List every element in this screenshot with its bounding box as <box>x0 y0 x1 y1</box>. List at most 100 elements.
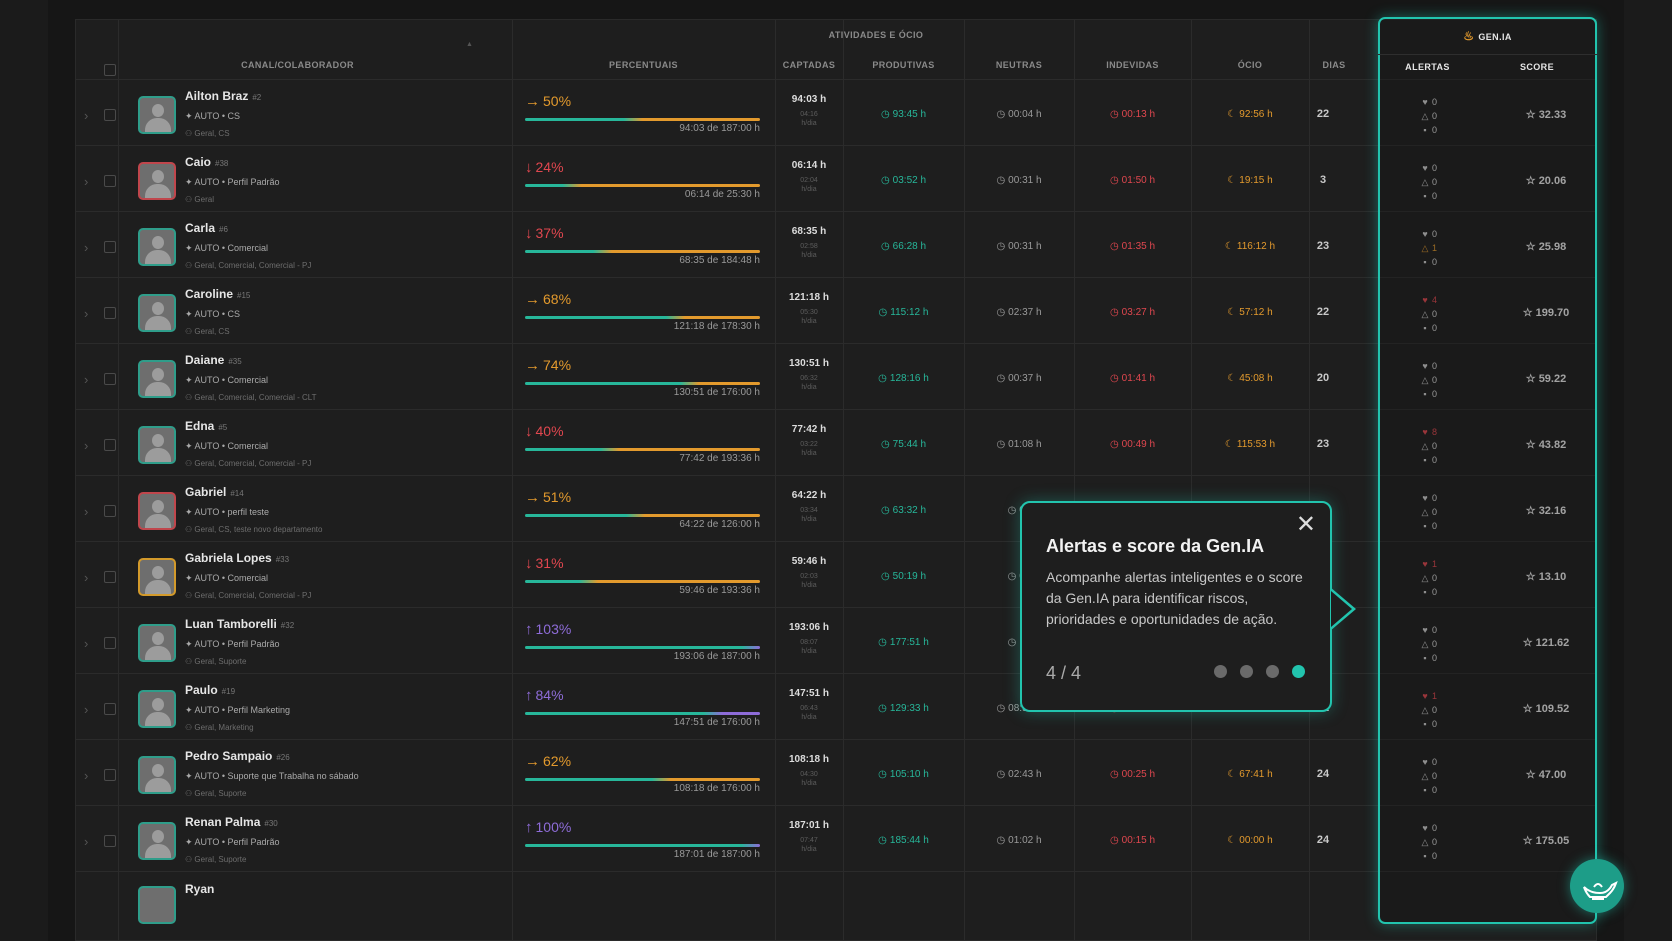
lock-count: 0 <box>1432 389 1438 399</box>
collaborator-name[interactable]: Renan Palma #30 <box>185 815 278 829</box>
trend-up-icon: ↑ <box>525 687 533 704</box>
collaborator-name[interactable]: Pedro Sampaio #26 <box>185 749 290 763</box>
select-all-checkbox[interactable] <box>104 64 116 76</box>
produtivas-clock-icon: ◷ <box>880 109 890 120</box>
chevron-right-icon[interactable]: › <box>84 438 89 453</box>
heart-icon: ♥ <box>1422 361 1428 371</box>
col-header-ocio[interactable]: ÓCIO <box>1237 60 1263 70</box>
row-checkbox[interactable] <box>104 637 116 649</box>
avatar-head <box>152 170 164 183</box>
chevron-right-icon[interactable]: › <box>84 306 89 321</box>
alert-heart: ♥ 4 <box>1418 293 1437 307</box>
chevron-right-icon[interactable]: › <box>84 570 89 585</box>
alerts-cell[interactable]: ♥ 0 △ 0 ▪ 0 <box>1418 359 1437 401</box>
alerts-cell[interactable]: ♥ 0 △ 0 ▪ 0 <box>1418 161 1437 203</box>
chevron-right-icon[interactable]: › <box>84 834 89 849</box>
chevron-right-icon[interactable]: › <box>84 702 89 717</box>
neutras-clock-icon: ◷ <box>996 109 1006 120</box>
table-row[interactable]: › Renan Palma #30 ✦ AUTO • Perfil Padrão ⚇ G… <box>76 805 1596 871</box>
alerts-cell[interactable]: ♥ 4 △ 0 ▪ 0 <box>1418 293 1437 335</box>
col-header-alertas[interactable]: ALERTAS <box>1405 62 1450 72</box>
step-dot-2[interactable] <box>1240 665 1253 678</box>
collaborator-name[interactable]: Luan Tamborelli #32 <box>185 617 294 631</box>
row-checkbox[interactable] <box>104 439 116 451</box>
row-checkbox[interactable] <box>104 505 116 517</box>
table-row[interactable]: › Daiane #35 ✦ AUTO • Comercial ⚇ Geral, Com… <box>76 343 1596 409</box>
table-row[interactable]: › Pedro Sampaio #26 ✦ AUTO • Suporte que Tr… <box>76 739 1596 805</box>
table-row[interactable]: › Gabriela Lopes #33 ✦ AUTO • Comercial ⚇ Ge… <box>76 541 1596 607</box>
col-header-dias[interactable]: DIAS <box>1322 60 1346 70</box>
alerts-cell[interactable]: ♥ 0 △ 0 ▪ 0 <box>1418 821 1437 863</box>
avatar <box>138 360 176 398</box>
sort-icon[interactable]: ▲ <box>466 41 473 48</box>
row-checkbox[interactable] <box>104 703 116 715</box>
produtivas-clock-icon: ◷ <box>878 703 887 714</box>
col-header-indevidas[interactable]: INDEVIDAS <box>1106 60 1159 70</box>
ocio-clock-icon: ☾ <box>1227 109 1237 120</box>
alerts-cell[interactable]: ♥ 1 △ 0 ▪ 0 <box>1418 689 1437 731</box>
col-header-score[interactable]: SCORE <box>1519 62 1554 72</box>
chevron-right-icon[interactable]: › <box>84 240 89 255</box>
collaborator-name[interactable]: Paulo #19 <box>185 683 235 697</box>
alerts-cell[interactable]: ♥ 0 △ 0 ▪ 0 <box>1418 623 1437 665</box>
table-row[interactable]: › Gabriel #14 ✦ AUTO • perfil teste ⚇ Geral,… <box>76 475 1596 541</box>
table-row[interactable]: › Caio #38 ✦ AUTO • Perfil Padrão ⚇ Geral ↓ 24… <box>76 145 1596 211</box>
col-header-produtivas[interactable]: PRODUTIVAS <box>872 60 935 70</box>
table-row[interactable]: Ryan <box>76 871 1596 940</box>
row-checkbox[interactable] <box>104 571 116 583</box>
score-text: 43.82 <box>1538 439 1567 451</box>
chevron-right-icon[interactable]: › <box>84 636 89 651</box>
collaborator-name[interactable]: Edna #5 <box>185 419 227 433</box>
chevron-right-icon[interactable]: › <box>84 108 89 123</box>
table-row[interactable]: › Carla #6 ✦ AUTO • Comercial ⚇ Geral, Comer… <box>76 211 1596 277</box>
alerts-cell[interactable]: ♥ 8 △ 0 ▪ 0 <box>1418 425 1437 467</box>
chevron-right-icon[interactable]: › <box>84 174 89 189</box>
chevron-right-icon[interactable]: › <box>84 504 89 519</box>
table-row[interactable]: › Ailton Braz #2 ✦ AUTO • CS ⚇ Geral, CS → 50%… <box>76 79 1596 145</box>
collaborator-name[interactable]: Ailton Braz #2 <box>185 89 261 103</box>
close-icon[interactable]: ✕ <box>1295 511 1316 538</box>
chevron-right-icon[interactable]: › <box>84 768 89 783</box>
genia-assistant-button[interactable] <box>1570 859 1624 913</box>
table-row[interactable]: › Paulo #19 ✦ AUTO • Perfil Marketing ⚇ Gera… <box>76 673 1596 739</box>
ocio-clock-icon: ☾ <box>1227 769 1237 780</box>
percent-value: → 74% <box>525 357 571 374</box>
collaborator-name[interactable]: Caio #38 <box>185 155 228 169</box>
captadas-value: 121:18 h <box>788 292 830 303</box>
row-checkbox[interactable] <box>104 373 116 385</box>
collaborator-name[interactable]: Caroline #15 <box>185 287 250 301</box>
captadas-per-day: 06:32 h/dia <box>775 374 843 392</box>
chevron-right-icon[interactable]: › <box>84 372 89 387</box>
collaborator-name[interactable]: Carla #6 <box>185 221 228 235</box>
col-header-neutras[interactable]: NEUTRAS <box>995 60 1043 70</box>
col-header-canal[interactable]: CANAL/COLABORADOR <box>241 60 354 70</box>
alerts-cell[interactable]: ♥ 0 △ 1 ▪ 0 <box>1418 227 1437 269</box>
col-header-captadas[interactable]: CAPTADAS <box>782 60 836 70</box>
collaborator-name[interactable]: Ryan <box>185 882 215 896</box>
row-checkbox[interactable] <box>104 109 116 121</box>
alerts-cell[interactable]: ♥ 1 △ 0 ▪ 0 <box>1418 557 1437 599</box>
groups-text: Geral, Suporte <box>194 855 247 864</box>
table-row[interactable]: › Edna #5 ✦ AUTO • Comercial ⚇ Geral, Comerc… <box>76 409 1596 475</box>
step-dot-3[interactable] <box>1266 665 1279 678</box>
row-checkbox[interactable] <box>104 307 116 319</box>
alerts-cell[interactable]: ♥ 0 △ 0 ▪ 0 <box>1418 95 1437 137</box>
table-row[interactable]: › Caroline #15 ✦ AUTO • CS ⚇ Geral, CS → 68% 12… <box>76 277 1596 343</box>
row-checkbox[interactable] <box>104 175 116 187</box>
alerts-cell[interactable]: ♥ 0 △ 0 ▪ 0 <box>1418 755 1437 797</box>
lock-icon: ▪ <box>1423 785 1427 795</box>
step-dot-1[interactable] <box>1214 665 1227 678</box>
col-header-percentuais[interactable]: PERCENTUAIS <box>609 60 678 70</box>
table-row[interactable]: › Luan Tamborelli #32 ✦ AUTO • Perfil Padrã… <box>76 607 1596 673</box>
row-checkbox[interactable] <box>104 769 116 781</box>
row-checkbox[interactable] <box>104 835 116 847</box>
score-text: 32.16 <box>1538 505 1567 517</box>
collaborator-name[interactable]: Daiane #35 <box>185 353 242 367</box>
collaborator-name[interactable]: Gabriel #14 <box>185 485 244 499</box>
step-dot-4[interactable] <box>1292 665 1305 678</box>
alerts-cell[interactable]: ♥ 0 △ 0 ▪ 0 <box>1418 491 1437 533</box>
collaborator-name[interactable]: Gabriela Lopes #33 <box>185 551 289 565</box>
row-checkbox[interactable] <box>104 241 116 253</box>
ocio-clock-icon: ☾ <box>1227 373 1237 384</box>
column-divider <box>775 20 776 940</box>
